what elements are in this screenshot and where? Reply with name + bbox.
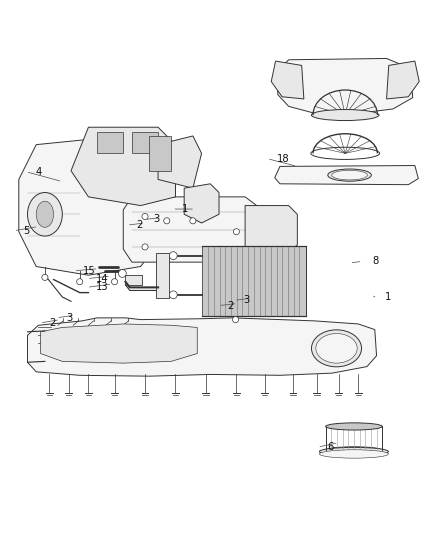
- Bar: [156, 253, 169, 298]
- Ellipse shape: [319, 447, 389, 456]
- Text: 1: 1: [182, 204, 188, 214]
- Text: 3: 3: [66, 313, 72, 323]
- Polygon shape: [278, 59, 413, 114]
- Circle shape: [164, 218, 170, 224]
- Polygon shape: [123, 197, 262, 262]
- Circle shape: [233, 229, 240, 235]
- Text: 5: 5: [23, 226, 29, 236]
- Polygon shape: [275, 166, 418, 184]
- Ellipse shape: [316, 334, 357, 363]
- Text: 3: 3: [244, 295, 250, 305]
- Text: 15: 15: [83, 266, 96, 276]
- Ellipse shape: [311, 330, 361, 367]
- Ellipse shape: [311, 110, 379, 120]
- Circle shape: [112, 279, 117, 285]
- Circle shape: [118, 270, 126, 277]
- Circle shape: [233, 317, 239, 322]
- Bar: [97, 132, 123, 154]
- Text: 14: 14: [96, 273, 109, 284]
- Text: 2: 2: [228, 301, 234, 311]
- Ellipse shape: [325, 447, 382, 454]
- Text: 2: 2: [49, 318, 56, 328]
- Circle shape: [42, 274, 48, 280]
- Ellipse shape: [319, 450, 389, 458]
- Bar: [132, 132, 158, 154]
- Ellipse shape: [325, 423, 382, 430]
- Circle shape: [170, 252, 177, 260]
- Ellipse shape: [332, 171, 367, 180]
- Polygon shape: [271, 61, 304, 99]
- Text: 18: 18: [276, 154, 289, 164]
- Text: 8: 8: [372, 256, 378, 266]
- Circle shape: [170, 291, 177, 298]
- Text: 13: 13: [96, 282, 109, 293]
- Text: 1: 1: [385, 292, 391, 302]
- Ellipse shape: [28, 192, 62, 236]
- Polygon shape: [387, 61, 419, 99]
- Circle shape: [142, 244, 148, 250]
- Polygon shape: [184, 184, 219, 223]
- Polygon shape: [41, 324, 197, 363]
- Polygon shape: [19, 136, 167, 275]
- Text: 4: 4: [35, 167, 42, 176]
- Polygon shape: [158, 136, 201, 188]
- Bar: [201, 246, 306, 316]
- Polygon shape: [245, 206, 297, 254]
- Polygon shape: [28, 318, 377, 376]
- Circle shape: [190, 218, 196, 224]
- Bar: [149, 136, 171, 171]
- Circle shape: [77, 279, 83, 285]
- Polygon shape: [71, 127, 176, 206]
- Bar: [125, 275, 142, 285]
- Circle shape: [142, 213, 148, 220]
- Text: 6: 6: [327, 442, 333, 452]
- Text: 2: 2: [136, 220, 143, 230]
- Ellipse shape: [328, 169, 371, 181]
- Ellipse shape: [36, 201, 53, 228]
- Text: 3: 3: [154, 214, 160, 224]
